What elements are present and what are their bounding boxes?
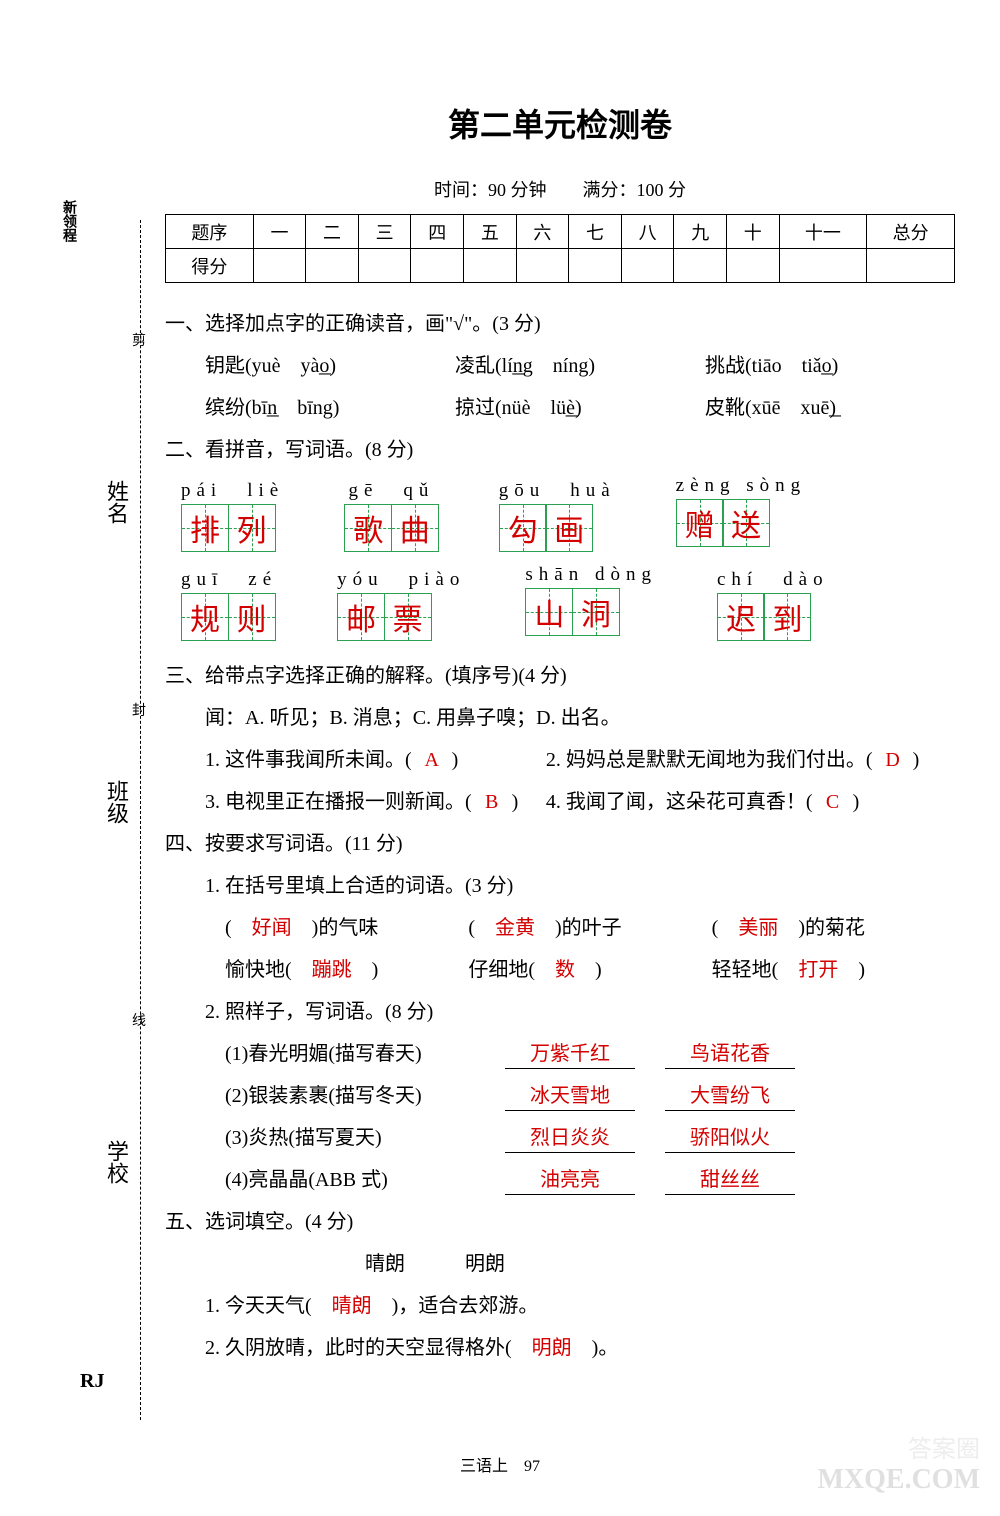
test-meta: 时间：90 分钟 满分：100 分 [165, 176, 955, 202]
q4-sub2-rows: (1)春光明媚(描写春天)万紫千红鸟语花香(2)银装素裹(描写冬天)冰天雪地大雪… [165, 1033, 955, 1201]
q2-title: 二、看拼音，写词语。(8 分) [165, 429, 955, 471]
q4-sub1-row2: 愉快地( 蹦跳 ) 仔细地( 数 ) 轻轻地( 打开 ) [165, 949, 955, 991]
q3-row2: 3. 电视里正在播报一则新闻。(B) 4. 我闻了闻，这朵花可真香！(C) [165, 781, 955, 823]
q1-title: 一、选择加点字的正确读音，画"√"。(3 分) [165, 303, 955, 345]
q2-row1: pái liè排列gē qǔ歌曲gōu huà勾画zèng sòng赠送 [165, 475, 955, 552]
label-school: 学校 [100, 1140, 132, 1184]
cut-mark-a: 剪 [132, 330, 146, 350]
q5-item2: 2. 久阴放晴，此时的天空显得格外( 明朗 )。 [165, 1327, 955, 1369]
rj-label: RJ [80, 1370, 104, 1393]
q1-row1: 钥匙(yuè yà͟o) 凌乱(lí͟ng níng) 挑战(tiāo tiǎ͟… [165, 345, 955, 387]
q5-title: 五、选词填空。(4 分) [165, 1201, 955, 1243]
q4-title: 四、按要求写词语。(11 分) [165, 823, 955, 865]
cut-line [140, 220, 141, 1420]
page-title: 第二单元检测卷 [165, 100, 955, 146]
q3-defs: 闻：A. 听见；B. 消息；C. 用鼻子嗅；D. 出名。 [165, 697, 955, 739]
sidebar: 剪 封 线 姓名 班级 学校 [80, 220, 150, 1420]
q4-sub1-title: 1. 在括号里填上合适的词语。(3 分) [165, 865, 955, 907]
score-table: 题序一二三四五六七八九十十一总分 得分 [165, 214, 955, 283]
label-class: 班级 [100, 780, 132, 824]
q2-row2: guī zé规则yóu piào邮票shān dòng山洞chí dào迟到 [165, 564, 955, 641]
q3-title: 三、给带点字选择正确的解释。(填序号)(4 分) [165, 655, 955, 697]
q4-sub1-row1: ( 好闻 )的气味 ( 金黄 )的叶子 ( 美丽 )的菊花 [165, 907, 955, 949]
q3-row1: 1. 这件事我闻所未闻。(A) 2. 妈妈总是默默无闻地为我们付出。(D) [165, 739, 955, 781]
cut-mark-b: 封 [132, 700, 146, 720]
label-name: 姓名 [100, 480, 132, 584]
cut-mark-c: 线 [132, 1010, 146, 1030]
q4-sub2-title: 2. 照样子，写词语。(8 分) [165, 991, 955, 1033]
watermark-2: 答案圈 [908, 1429, 980, 1464]
q1-row2: 缤纷(bī͟n bīng) 掠过(nüè lü͟è) 皮靴(xūē xuē͟) [165, 387, 955, 429]
watermark-1: MXQE.COM [817, 1464, 980, 1496]
q5-words: 晴朗 明朗 [165, 1243, 955, 1285]
brand-logo: 新领程 [58, 200, 78, 242]
q5-item1: 1. 今天天气( 晴朗 )，适合去郊游。 [165, 1285, 955, 1327]
page-content: 第二单元检测卷 时间：90 分钟 满分：100 分 题序一二三四五六七八九十十一… [165, 100, 955, 1369]
